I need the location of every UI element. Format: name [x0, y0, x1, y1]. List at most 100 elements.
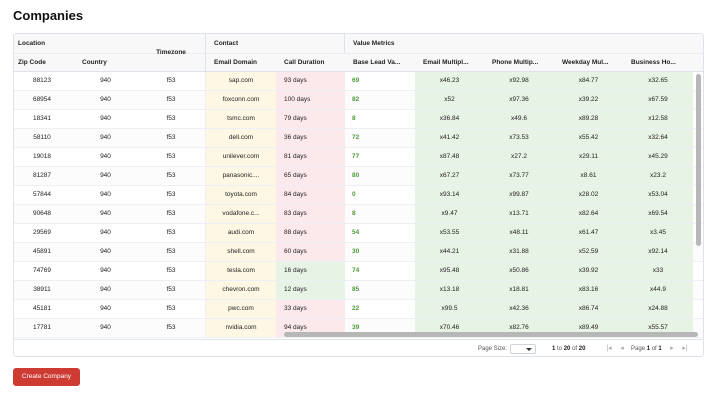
- cell-phone-multiplier: x50.86: [484, 262, 554, 280]
- table-row[interactable]: 74769 940 f53 tesla.com 16 days 74 x95.48 x50.8…: [14, 262, 703, 281]
- cell-email-domain: tsmc.com: [206, 110, 276, 128]
- cell-timezone: f53: [137, 281, 206, 299]
- cell-email-multiplier: x52: [415, 91, 484, 109]
- next-page-icon[interactable]: ▸: [670, 345, 674, 352]
- table-row[interactable]: 18341 940 f53 tsmc.com 79 days 8 x36.84 x49.6 x8…: [14, 110, 703, 129]
- cell-business-hours: x23.2: [623, 167, 693, 185]
- column-header-zip-code[interactable]: Zip Code: [18, 59, 46, 66]
- table-row[interactable]: 45181 940 f53 pwc.com 33 days 22 x99.5 x42.36 x8…: [14, 300, 703, 319]
- cell-email-multiplier: x36.84: [415, 110, 484, 128]
- cell-email-multiplier: x99.5: [415, 300, 484, 318]
- cell-timezone: f53: [137, 300, 206, 318]
- table-row[interactable]: 90648 940 f53 vodafone.c... 83 days 8 x9.47 x13…: [14, 205, 703, 224]
- cell-call-duration: 83 days: [276, 205, 345, 223]
- cell-weekday-multiplier: x28.02: [554, 186, 623, 204]
- column-header-base-lead-value[interactable]: Base Lead Va...: [353, 59, 401, 66]
- column-header-country[interactable]: Country: [82, 59, 107, 66]
- cell-call-duration: 33 days: [276, 300, 345, 318]
- cell-base-lead-value: 8: [352, 115, 356, 122]
- cell-call-duration: 36 days: [276, 129, 345, 147]
- cell-email-domain: pwc.com: [206, 300, 276, 318]
- chevron-down-icon: [526, 348, 532, 351]
- cell-email-multiplier: x9.47: [415, 205, 484, 223]
- cell-business-hours: x32.65: [623, 72, 693, 90]
- cell-business-hours: x45.29: [623, 148, 693, 166]
- cell-base-lead-value: 54: [352, 229, 360, 236]
- cell-business-hours: x12.58: [623, 110, 693, 128]
- cell-zip-code: 29569: [32, 229, 52, 236]
- table-row[interactable]: 88123 940 f53 sap.com 93 days 69 x46.23 x92.98 x…: [14, 72, 703, 91]
- cell-phone-multiplier: x73.77: [484, 167, 554, 185]
- cell-call-duration: 60 days: [276, 243, 345, 261]
- cell-base-lead-value: 77: [352, 153, 360, 160]
- column-header-email-domain[interactable]: Email Domain: [214, 59, 257, 66]
- cell-email-domain: sap.com: [206, 72, 276, 90]
- column-header-weekday-multiplier[interactable]: Weekday Mul...: [562, 59, 609, 66]
- column-header-email-multiplier[interactable]: Email Multipl...: [423, 59, 469, 66]
- vertical-scrollbar[interactable]: [696, 72, 701, 339]
- cell-country: 940: [100, 267, 111, 274]
- cell-phone-multiplier: x99.87: [484, 186, 554, 204]
- cell-email-domain: audi.com: [206, 224, 276, 242]
- cell-business-hours: x3.45: [623, 224, 693, 242]
- page-size-select[interactable]: [510, 344, 536, 354]
- cell-phone-multiplier: x49.6: [484, 110, 554, 128]
- cell-business-hours: x67.59: [623, 91, 693, 109]
- cell-call-duration: 93 days: [276, 72, 345, 90]
- cell-call-duration: 81 days: [276, 148, 345, 166]
- table-row[interactable]: 58110 940 f53 dell.com 36 days 72 x41.42 x73.53…: [14, 129, 703, 148]
- cell-zip-code: 45181: [32, 305, 52, 312]
- cell-email-domain: shell.com: [206, 243, 276, 261]
- column-header-business-hours[interactable]: Business Ho...: [631, 59, 676, 66]
- cell-phone-multiplier: x97.36: [484, 91, 554, 109]
- cell-country: 940: [100, 248, 111, 255]
- cell-country: 940: [100, 77, 111, 84]
- column-header-phone-multiplier[interactable]: Phone Multip...: [492, 59, 539, 66]
- cell-email-multiplier: x93.14: [415, 186, 484, 204]
- cell-email-domain: unilever.com: [206, 148, 276, 166]
- cell-zip-code: 74769: [32, 267, 52, 274]
- cell-timezone: f53: [137, 110, 206, 128]
- previous-page-icon[interactable]: ◂: [620, 345, 624, 352]
- cell-call-duration: 88 days: [276, 224, 345, 242]
- row-range: 1 to 20 of 20: [552, 346, 586, 352]
- cell-weekday-multiplier: x84.77: [554, 72, 623, 90]
- table-row[interactable]: 38911 940 f53 chevron.com 12 days 85 x13.18 x18…: [14, 281, 703, 300]
- grid-header: Location Contact Value Metrics Zip Code …: [14, 34, 703, 72]
- cell-zip-code: 17781: [32, 324, 52, 331]
- cell-email-multiplier: x44.21: [415, 243, 484, 261]
- cell-email-multiplier: x13.18: [415, 281, 484, 299]
- vertical-scroll-thumb[interactable]: [696, 74, 701, 246]
- cell-weekday-multiplier: x29.11: [554, 148, 623, 166]
- table-row[interactable]: 81287 940 f53 panasonic.... 65 days 80 x67.27 x…: [14, 167, 703, 186]
- cell-country: 940: [100, 286, 111, 293]
- cell-country: 940: [100, 153, 111, 160]
- page-title: Companies: [13, 8, 84, 23]
- table-row[interactable]: 19018 940 f53 unilever.com 81 days 77 x87.48 x2…: [14, 148, 703, 167]
- cell-zip-code: 81287: [32, 172, 52, 179]
- cell-timezone: f53: [137, 186, 206, 204]
- table-row[interactable]: 68954 940 f53 foxconn.com 100 days 82 x52 x97.3…: [14, 91, 703, 110]
- cell-country: 940: [100, 96, 111, 103]
- cell-weekday-multiplier: x39.92: [554, 262, 623, 280]
- cell-timezone: f53: [137, 262, 206, 280]
- table-row[interactable]: 45891 940 f53 shell.com 60 days 30 x44.21 x31.8…: [14, 243, 703, 262]
- cell-zip-code: 19018: [32, 153, 52, 160]
- cell-base-lead-value: 0: [352, 191, 356, 198]
- first-page-icon[interactable]: |◂: [606, 345, 612, 352]
- last-page-icon[interactable]: ▸|: [682, 345, 688, 352]
- cell-email-domain: chevron.com: [206, 281, 276, 299]
- table-row[interactable]: 29569 940 f53 audi.com 88 days 54 x53.55 x48.11…: [14, 224, 703, 243]
- cell-email-domain: foxconn.com: [206, 91, 276, 109]
- create-company-button[interactable]: Create Company: [13, 368, 80, 386]
- cell-weekday-multiplier: x61.47: [554, 224, 623, 242]
- cell-email-domain: toyota.com: [206, 186, 276, 204]
- table-row[interactable]: 57844 940 f53 toyota.com 84 days 0 x93.14 x99.8…: [14, 186, 703, 205]
- column-header-timezone[interactable]: Timezone: [137, 34, 206, 72]
- cell-zip-code: 68954: [32, 96, 52, 103]
- column-header-call-duration[interactable]: Call Duration: [284, 59, 325, 66]
- cell-email-multiplier: x46.23: [415, 72, 484, 90]
- cell-weekday-multiplier: x89.28: [554, 110, 623, 128]
- horizontal-scroll-thumb[interactable]: [284, 332, 698, 337]
- cell-call-duration: 100 days: [276, 91, 345, 109]
